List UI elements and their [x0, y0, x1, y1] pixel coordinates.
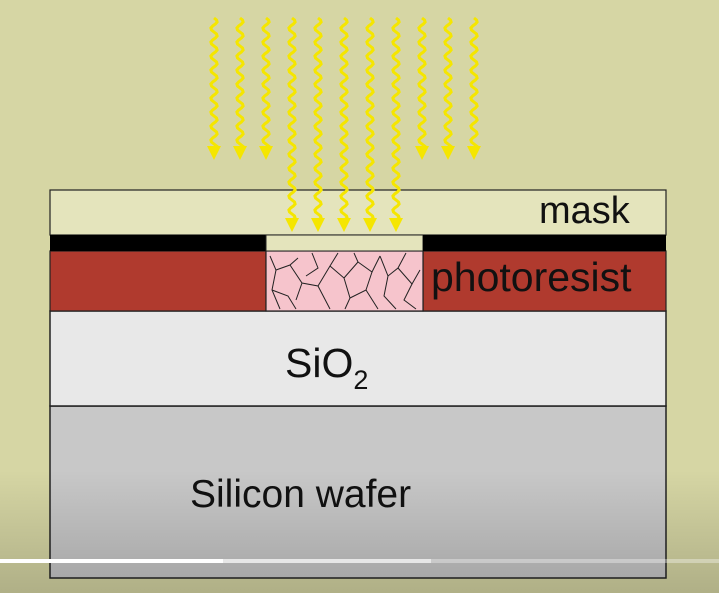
uv-light-ray [469, 16, 479, 150]
mask-opening [265, 234, 424, 252]
photoresist-label: photoresist [431, 254, 632, 300]
oxide-label-subscript: 2 [353, 365, 369, 395]
uv-light-ray-arrowhead [207, 146, 221, 160]
uv-light-ray-arrowhead [311, 218, 325, 232]
uv-light-ray [365, 16, 375, 222]
uv-light-ray [417, 16, 427, 150]
uv-light-ray [261, 16, 271, 150]
exposed-resist-region [265, 250, 424, 312]
uv-light-ray-arrowhead [389, 218, 403, 232]
oxide-label-main: SiO [285, 340, 354, 386]
uv-light-ray-arrowhead [441, 146, 455, 160]
photoresist-left [49, 250, 267, 312]
uv-light-ray [391, 16, 401, 222]
uv-light-ray-arrowhead [467, 146, 481, 160]
uv-light-ray-arrowhead [233, 146, 247, 160]
oxide-label: SiO2 [285, 340, 368, 394]
mask-pattern-right [423, 235, 666, 251]
video-progress-bar[interactable] [0, 559, 719, 563]
uv-light-ray-arrowhead [363, 218, 377, 232]
uv-light-ray [209, 16, 219, 150]
uv-light-ray-arrowhead [415, 146, 429, 160]
uv-light-ray [339, 16, 349, 222]
uv-light-ray-arrowhead [285, 218, 299, 232]
silicon-wafer-layer [49, 405, 667, 579]
silicon-wafer-label: Silicon wafer [190, 473, 412, 516]
uv-light-rays [207, 16, 481, 232]
photoresist-right [422, 250, 667, 312]
mask-plate [49, 189, 667, 236]
uv-light-ray [235, 16, 245, 150]
uv-light-ray [443, 16, 453, 150]
oxide-layer [49, 310, 667, 407]
mask-pattern-left [50, 235, 266, 251]
uv-light-ray [287, 16, 297, 222]
mask-label: mask [539, 190, 630, 232]
uv-light-ray-arrowhead [337, 218, 351, 232]
uv-light-ray-arrowhead [259, 146, 273, 160]
video-progress-fill[interactable] [0, 559, 223, 563]
uv-light-ray [313, 16, 323, 222]
